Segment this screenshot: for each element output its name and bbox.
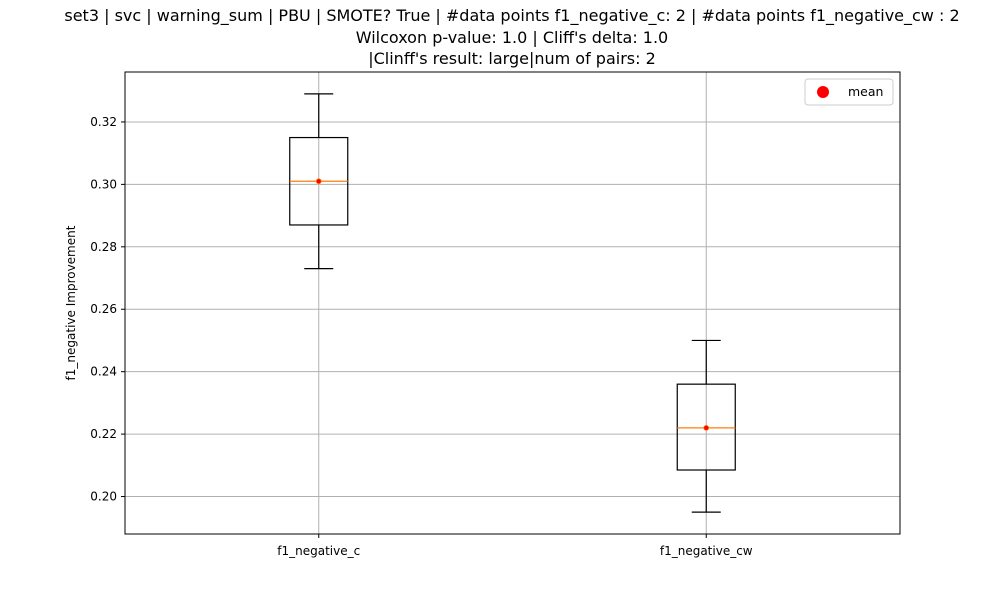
chart-title: set3 | svc | warning_sum | PBU | SMOTE? … <box>64 6 959 68</box>
y-axis-label: f1_negative Improvement <box>64 225 78 380</box>
legend-mean-marker <box>817 86 829 98</box>
box-f1_negative_c <box>289 93 349 270</box>
title-line-3: |Clinff's result: large|num of pairs: 2 <box>368 49 656 68</box>
y-tick-label: 0.20 <box>90 490 117 504</box>
boxes <box>289 93 736 513</box>
mean-marker <box>315 178 322 185</box>
box-body <box>676 383 736 471</box>
y-tick-label: 0.28 <box>90 240 117 254</box>
x-axis-ticks: f1_negative_c f1_negative_cw <box>277 534 753 558</box>
legend-mean-label: mean <box>848 84 883 99</box>
y-tick-label: 0.30 <box>90 177 117 191</box>
x-tick-label: f1_negative_c <box>277 544 360 558</box>
grid <box>125 72 900 534</box>
title-line-1: set3 | svc | warning_sum | PBU | SMOTE? … <box>64 6 959 26</box>
y-axis-ticks: 0.20 0.22 0.24 0.26 0.28 0.30 0.32 <box>90 115 125 504</box>
legend: mean <box>804 78 894 106</box>
y-tick-label: 0.26 <box>90 302 117 316</box>
mean-marker <box>703 424 710 431</box>
legend-frame <box>804 78 894 106</box>
title-line-2: Wilcoxon p-value: 1.0 | Cliff's delta: 1… <box>356 28 668 47</box>
x-tick-label: f1_negative_cw <box>660 544 753 558</box>
plot-area-frame <box>124 71 901 535</box>
y-tick-label: 0.24 <box>90 365 117 379</box>
box-f1_negative_cw <box>676 339 736 513</box>
y-tick-label: 0.32 <box>90 115 117 129</box>
y-tick-label: 0.22 <box>90 427 117 441</box>
